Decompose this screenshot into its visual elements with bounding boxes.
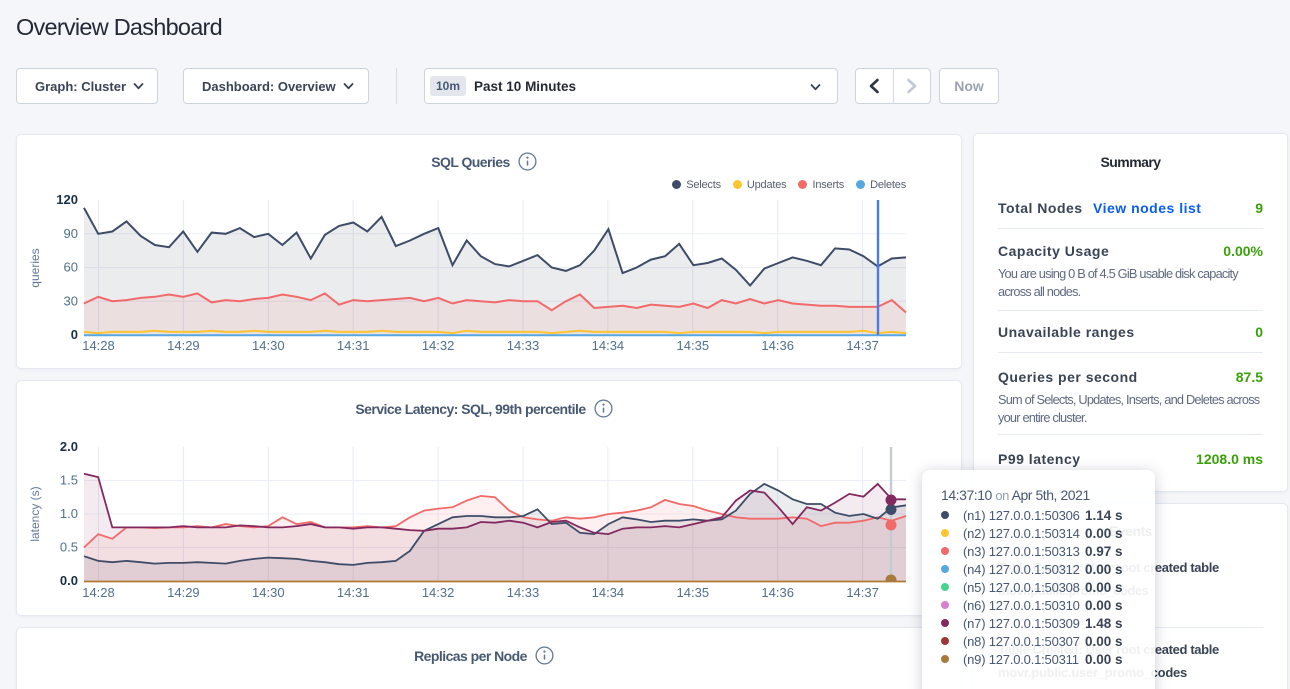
svg-text:1.5: 1.5 <box>60 473 78 488</box>
svg-text:queries: queries <box>28 248 42 287</box>
svg-text:1.0: 1.0 <box>60 506 78 521</box>
svg-text:14:36: 14:36 <box>761 585 794 600</box>
svg-text:60: 60 <box>64 260 78 275</box>
svg-text:0.5: 0.5 <box>60 540 78 555</box>
svg-text:2.0: 2.0 <box>60 439 78 454</box>
svg-text:0.0: 0.0 <box>60 573 78 588</box>
svg-text:14:37: 14:37 <box>846 585 879 600</box>
svg-text:latency (s): latency (s) <box>28 486 42 541</box>
svg-text:14:28: 14:28 <box>82 585 115 600</box>
svg-text:14:36: 14:36 <box>761 338 794 353</box>
svg-text:14:32: 14:32 <box>422 338 455 353</box>
svg-text:14:33: 14:33 <box>507 338 540 353</box>
svg-text:14:34: 14:34 <box>592 585 625 600</box>
svg-text:14:31: 14:31 <box>337 585 370 600</box>
svg-text:14:30: 14:30 <box>252 338 285 353</box>
svg-text:0: 0 <box>71 327 78 342</box>
svg-text:14:33: 14:33 <box>507 585 540 600</box>
svg-text:14:37: 14:37 <box>846 338 879 353</box>
svg-text:14:30: 14:30 <box>252 585 285 600</box>
svg-text:14:28: 14:28 <box>82 338 115 353</box>
svg-text:14:31: 14:31 <box>337 338 370 353</box>
svg-text:120: 120 <box>56 192 78 207</box>
svg-text:14:29: 14:29 <box>167 338 200 353</box>
svg-text:14:32: 14:32 <box>422 585 455 600</box>
svg-text:14:35: 14:35 <box>677 338 710 353</box>
svg-text:30: 30 <box>64 293 78 308</box>
svg-text:90: 90 <box>64 226 78 241</box>
svg-text:14:29: 14:29 <box>167 585 200 600</box>
svg-text:14:35: 14:35 <box>677 585 710 600</box>
svg-text:14:34: 14:34 <box>592 338 625 353</box>
